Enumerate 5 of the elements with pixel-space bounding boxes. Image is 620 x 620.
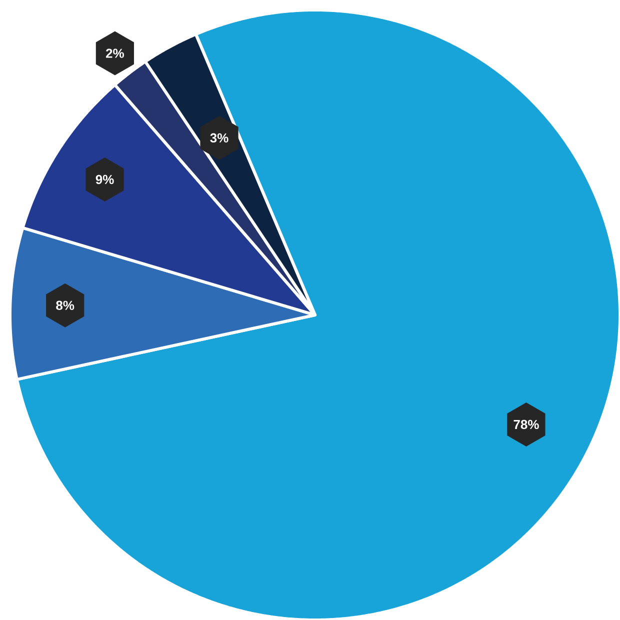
data-label: 78%	[514, 420, 539, 430]
data-label: 3%	[210, 133, 228, 143]
data-label: 9%	[96, 174, 114, 184]
data-label: 8%	[56, 300, 74, 310]
data-label: 2%	[106, 48, 124, 58]
